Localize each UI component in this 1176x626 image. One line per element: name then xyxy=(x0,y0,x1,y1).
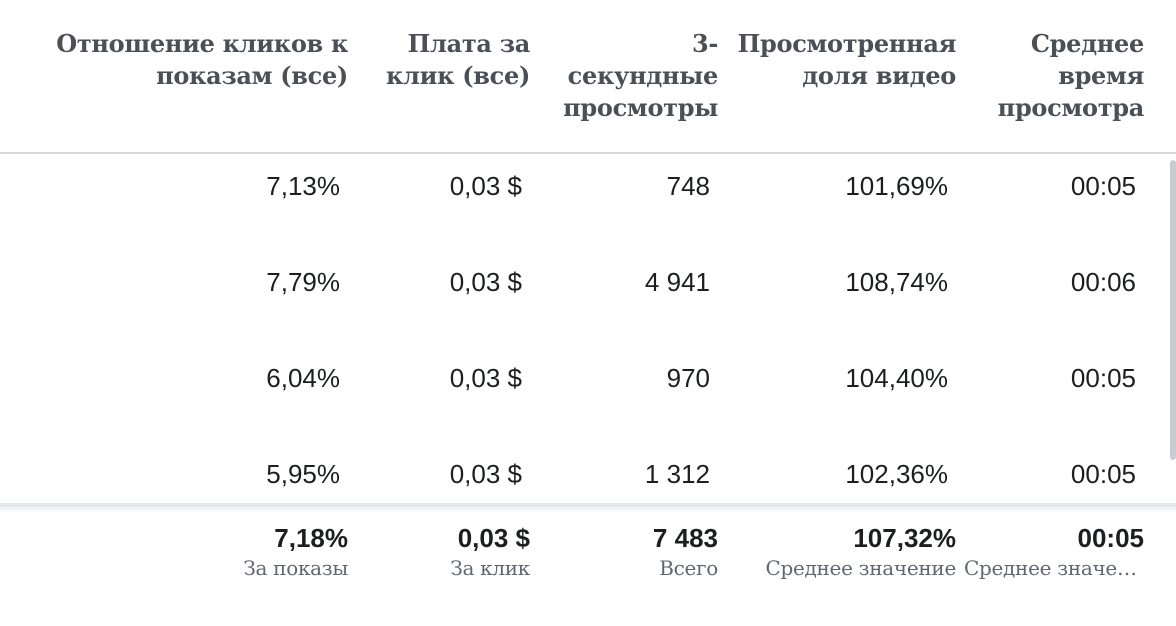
total-cell-ctr: 7,18% За показы xyxy=(0,522,348,582)
table-row[interactable]: 6,04% 0,03 $ 970 104,40% 00:05 xyxy=(0,346,1168,442)
table-cell: 6,04% xyxy=(266,363,340,393)
footer-divider xyxy=(0,505,1176,506)
table-header: Отношение кликов к показам (все) Плата з… xyxy=(0,0,1176,154)
table-row[interactable]: 7,79% 0,03 $ 4 941 108,74% 00:06 xyxy=(0,250,1168,346)
total-label: Среднее значение xyxy=(765,556,956,580)
table-cell: 00:05 xyxy=(1070,363,1136,393)
table-cell: 1 312 xyxy=(644,459,710,489)
total-value: 7 483 xyxy=(652,523,718,553)
total-value: 00:05 xyxy=(1077,523,1145,553)
table-cell: 0,03 $ xyxy=(449,363,522,393)
column-header-avg-watch-time[interactable]: Среднее время просмотра xyxy=(997,29,1145,122)
table-cell: 00:05 xyxy=(1070,171,1136,201)
table-cell: 0,03 $ xyxy=(449,459,522,489)
table-cell: 7,79% xyxy=(266,267,340,297)
table-row[interactable]: 7,13% 0,03 $ 748 101,69% 00:05 xyxy=(0,154,1168,250)
column-header-3s-views[interactable]: 3-секундные просмотры xyxy=(563,29,718,122)
total-cell-3s-views: 7 483 Всего xyxy=(548,522,718,582)
table-cell: 00:05 xyxy=(1070,459,1136,489)
table-cell: 0,03 $ xyxy=(449,171,522,201)
vertical-scrollbar[interactable] xyxy=(1170,160,1176,460)
total-value: 0,03 $ xyxy=(457,523,530,553)
header-divider xyxy=(0,152,1176,154)
total-value: 107,32% xyxy=(853,523,956,553)
table-body: 7,13% 0,03 $ 748 101,69% 00:05 7,79% 0,0… xyxy=(0,154,1168,504)
total-cell-cpc: 0,03 $ За клик xyxy=(360,522,530,582)
total-label: За клик xyxy=(450,556,530,580)
table-cell: 108,74% xyxy=(845,267,948,297)
total-cell-avg-watch-time: 00:05 Среднее значен… xyxy=(964,522,1144,582)
column-header-video-watched-share[interactable]: Просмотренная доля видео xyxy=(737,29,957,90)
column-header-cpc[interactable]: Плата за клик (все) xyxy=(385,29,530,90)
column-header-ctr[interactable]: Отношение кликов к показам (все) xyxy=(56,29,348,90)
total-cell-video-watched-share: 107,32% Среднее значение xyxy=(736,522,956,582)
table-cell: 0,03 $ xyxy=(449,267,522,297)
table-cell: 101,69% xyxy=(845,171,948,201)
table-cell: 104,40% xyxy=(845,363,948,393)
table-cell: 7,13% xyxy=(266,171,340,201)
table-cell: 4 941 xyxy=(644,267,710,297)
table-cell: 748 xyxy=(666,171,710,201)
table-cell: 00:06 xyxy=(1070,267,1136,297)
footer-shadow xyxy=(0,503,1176,513)
table-cell: 5,95% xyxy=(266,459,340,489)
total-label: Среднее значен… xyxy=(964,556,1144,580)
total-value: 7,18% xyxy=(274,523,348,553)
table-cell: 970 xyxy=(666,363,710,393)
total-label: Всего xyxy=(659,556,718,580)
table-cell: 102,36% xyxy=(845,459,948,489)
table-row[interactable]: 5,95% 0,03 $ 1 312 102,36% 00:05 xyxy=(0,442,1168,504)
total-label: За показы xyxy=(243,556,348,580)
